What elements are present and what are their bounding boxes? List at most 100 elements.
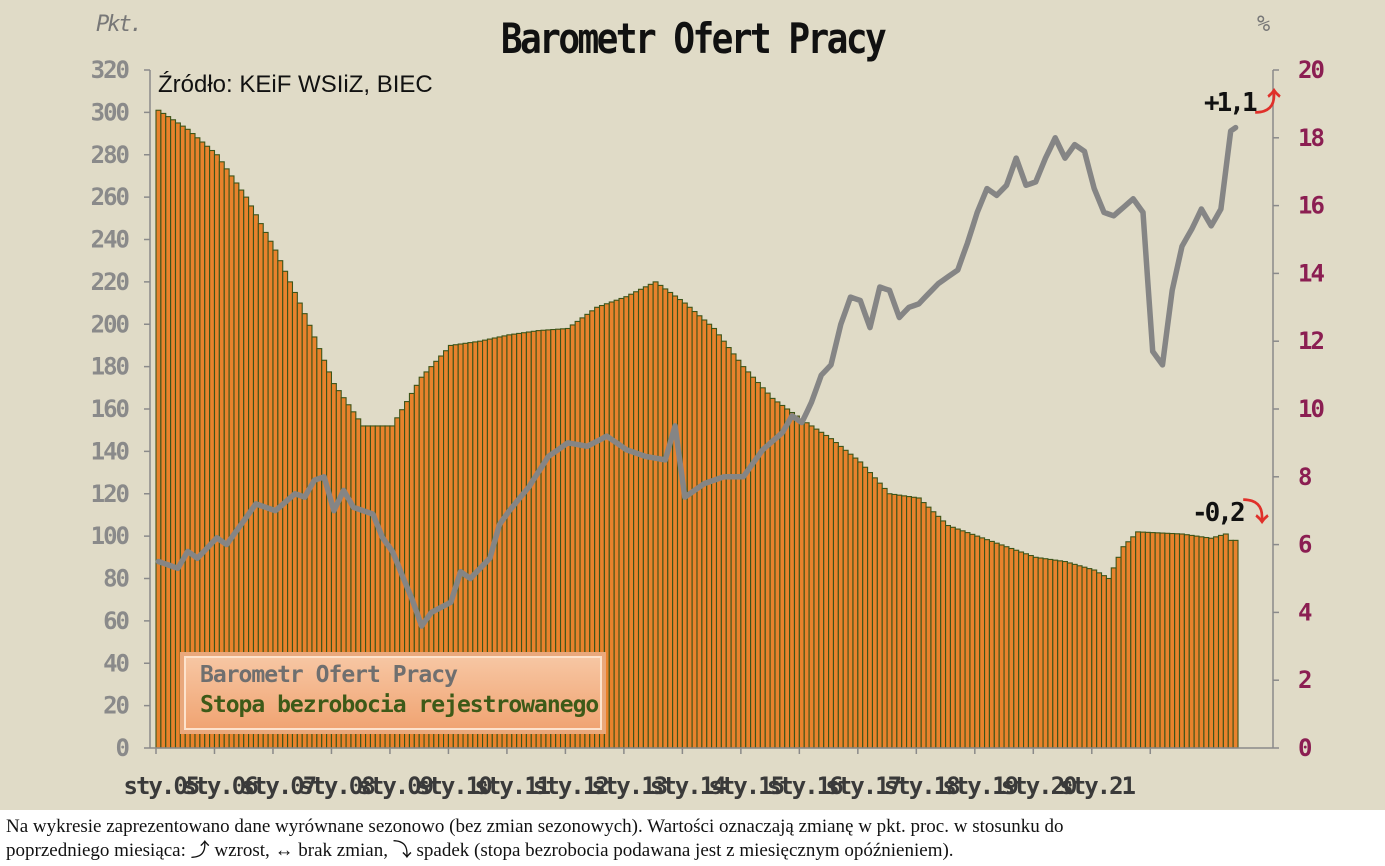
bar	[988, 540, 995, 749]
bar	[1100, 575, 1107, 749]
left-tick-label: 220	[91, 268, 130, 296]
x-tick-label: sty.08	[299, 772, 374, 800]
bar	[637, 288, 644, 749]
bar	[871, 477, 878, 749]
bar	[954, 528, 961, 749]
bar	[740, 366, 747, 749]
bar	[1027, 554, 1034, 749]
bar	[998, 544, 1005, 749]
bar	[720, 340, 727, 749]
line-series	[155, 124, 1239, 629]
chart-title: Barometr Ofert Pracy	[500, 14, 887, 63]
x-tick-label: sty.11	[474, 772, 550, 800]
bar	[676, 298, 683, 749]
bar	[1130, 536, 1137, 749]
x-tick-label: sty.13	[591, 772, 666, 800]
bar	[857, 461, 864, 749]
bar	[1086, 568, 1093, 749]
x-tick-label: sty.19	[942, 772, 1017, 800]
x-tick-label: sty.17	[825, 772, 900, 800]
x-tick-label: sty.18	[884, 772, 959, 800]
right-tick-label: 10	[1298, 395, 1324, 423]
bar	[613, 299, 620, 749]
bar	[1154, 532, 1161, 749]
bar	[623, 296, 630, 749]
bar	[735, 359, 742, 749]
bar	[1091, 569, 1098, 749]
right-tick-label: 6	[1298, 531, 1312, 559]
x-tick-label: sty.06	[182, 772, 258, 800]
bar	[1052, 559, 1059, 749]
footer-note: Na wykresie zaprezentowano dane wyrównan…	[6, 815, 1381, 863]
bar	[862, 466, 869, 749]
bar	[789, 411, 796, 749]
left-tick-label: 260	[91, 183, 130, 211]
bar	[876, 482, 883, 749]
bar	[823, 434, 830, 749]
bar	[1169, 532, 1176, 749]
bar	[750, 376, 757, 749]
left-tick-label: 60	[103, 607, 129, 635]
bar	[1198, 536, 1205, 749]
bar	[696, 315, 703, 749]
x-tick-label: sty.15	[708, 772, 783, 800]
legend-item-unemployment: Stopa bezrobocia rejestrowanego	[200, 692, 599, 718]
bar	[969, 533, 976, 749]
bar	[852, 457, 859, 749]
bar	[828, 438, 835, 749]
bar	[633, 291, 640, 749]
chart-canvas: 0204060801001201401601802002202402602803…	[91, 56, 1327, 800]
bar	[745, 371, 752, 749]
bar	[711, 327, 718, 749]
axes	[144, 69, 1279, 754]
bar	[906, 496, 913, 749]
bar	[608, 301, 615, 749]
bar	[1096, 572, 1103, 749]
x-tick-label: sty.20	[1001, 772, 1077, 800]
right-tick-label: 14	[1298, 259, 1324, 287]
bar	[1013, 549, 1020, 749]
right-tick-label: 0	[1298, 734, 1312, 762]
bar	[993, 542, 1000, 749]
left-tick-label: 0	[116, 734, 130, 762]
bar	[847, 453, 854, 749]
bar	[779, 404, 786, 749]
bar	[1008, 547, 1015, 749]
bar	[618, 297, 625, 749]
bar	[1222, 533, 1229, 749]
bar	[1076, 565, 1083, 749]
bar	[984, 539, 990, 749]
left-tick-label: 320	[91, 56, 130, 84]
left-tick-label: 180	[91, 353, 130, 381]
left-tick-label: 280	[91, 141, 130, 169]
left-axis-unit: Pkt.	[96, 12, 143, 37]
bar	[1105, 577, 1112, 749]
left-tick-label: 120	[91, 480, 130, 508]
bar	[686, 306, 693, 749]
bar	[945, 524, 951, 749]
bar	[662, 288, 669, 749]
bar	[1208, 537, 1215, 749]
bar	[1120, 546, 1127, 749]
bar	[1066, 562, 1073, 749]
x-tick-label: sty.07	[240, 772, 315, 800]
x-tick-label: sty.16	[767, 772, 843, 800]
bar	[725, 347, 732, 749]
legend-item-barometer: Barometr Ofert Pracy	[200, 662, 458, 688]
bar	[170, 119, 177, 749]
unemployment-line	[155, 124, 1239, 629]
bar	[691, 310, 698, 749]
bar	[1057, 560, 1064, 749]
bar	[813, 428, 820, 749]
bar	[1047, 558, 1054, 749]
bar	[759, 387, 766, 749]
bar	[730, 353, 737, 749]
bar	[1061, 560, 1068, 749]
x-tick-label: sty.09	[357, 772, 432, 800]
bar	[754, 381, 761, 749]
right-tick-label: 8	[1298, 463, 1311, 491]
bar	[715, 334, 722, 749]
bar	[769, 397, 776, 749]
bar	[1115, 556, 1122, 749]
bar	[657, 284, 664, 749]
